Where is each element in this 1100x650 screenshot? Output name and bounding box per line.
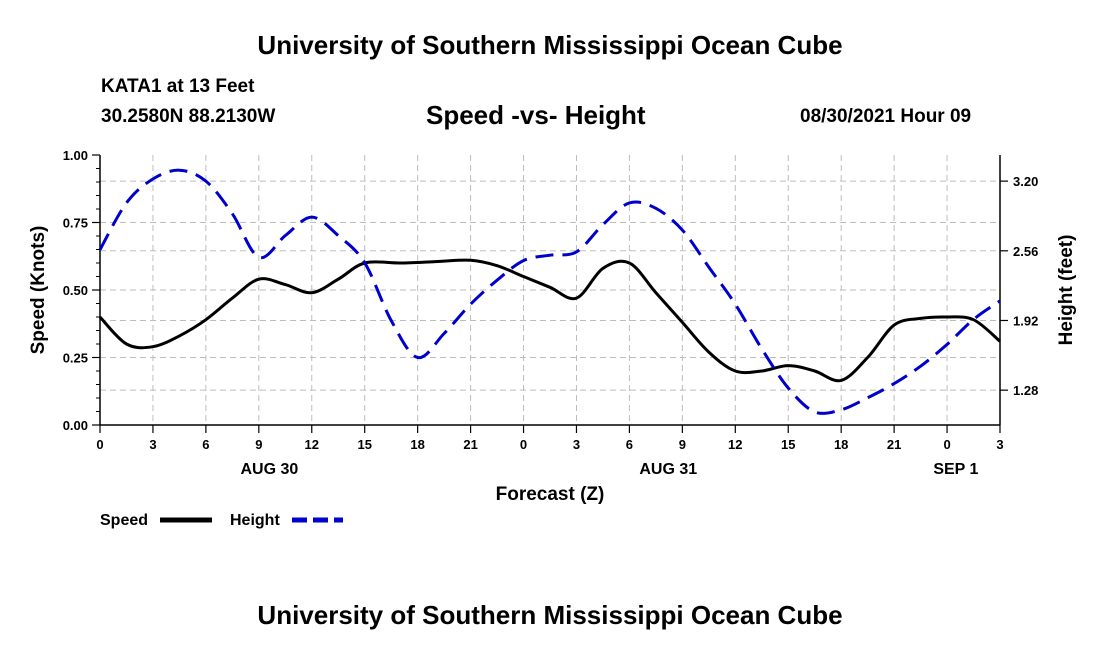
timestamp-label: 08/30/2021 Hour 09	[800, 106, 972, 127]
x-tick-label: 12	[305, 437, 319, 452]
y-axis-title: Speed (Knots)	[28, 226, 49, 355]
chart-title: Speed -vs- Height	[426, 100, 646, 130]
x-tick-label: 0	[943, 437, 950, 452]
x-tick-label: 21	[887, 437, 901, 452]
x-tick-label: 18	[834, 437, 848, 452]
y-tick-label: 0.75	[63, 216, 88, 231]
x-tick-label: 0	[520, 437, 527, 452]
y2-tick-label: 3.20	[1013, 174, 1038, 189]
x-tick-label: 21	[463, 437, 477, 452]
x-tick-label: 3	[996, 437, 1003, 452]
speed-series-line	[98, 258, 1001, 383]
x-tick-label: 18	[410, 437, 424, 452]
x-tick-label: 0	[96, 437, 103, 452]
bottom-title: University of Southern Mississippi Ocean…	[257, 600, 843, 630]
y-tick-label: 0.00	[63, 418, 88, 433]
y-tick-label: 0.25	[63, 351, 88, 366]
height-series-line	[98, 168, 1001, 415]
x-tick-label: 15	[357, 437, 371, 452]
x-tick-label: 3	[573, 437, 580, 452]
series-lines	[98, 168, 1001, 415]
x-tick-label: 6	[202, 437, 209, 452]
top-title: University of Southern Mississippi Ocean…	[257, 30, 843, 60]
axis-ticks	[92, 154, 1008, 433]
coordinates-label: 30.2580N 88.2130W	[101, 106, 276, 127]
x-tick-label: 12	[728, 437, 742, 452]
y2-tick-label: 1.28	[1013, 383, 1038, 398]
date-label: AUG 31	[639, 461, 697, 478]
station-label: KATA1 at 13 Feet	[101, 76, 255, 97]
x-tick-label: 15	[781, 437, 795, 452]
x-tick-label: 9	[679, 437, 686, 452]
axis-labels: 0.00 0.25 0.50 0.75 1.00 1.28 1.92 2.56 3.20 0 3 6 9…	[28, 148, 1077, 505]
y2-tick-label: 1.92	[1013, 313, 1038, 328]
date-label: AUG 30	[241, 461, 299, 478]
grid-lines	[100, 155, 1000, 425]
legend-speed-label: Speed	[100, 512, 148, 529]
legend-height-label: Height	[230, 512, 280, 529]
x-tick-label: 6	[626, 437, 633, 452]
legend: Speed Height	[100, 512, 343, 529]
x-axis-title: Forecast (Z)	[496, 484, 605, 505]
x-tick-label: 3	[149, 437, 156, 452]
y-tick-label: 0.50	[63, 283, 88, 298]
date-label: SEP 1	[933, 461, 978, 478]
x-tick-label: 9	[255, 437, 262, 452]
y2-axis-title: Height (feet)	[1056, 235, 1077, 346]
y2-tick-label: 2.56	[1013, 244, 1038, 259]
y-tick-label: 1.00	[63, 148, 88, 163]
